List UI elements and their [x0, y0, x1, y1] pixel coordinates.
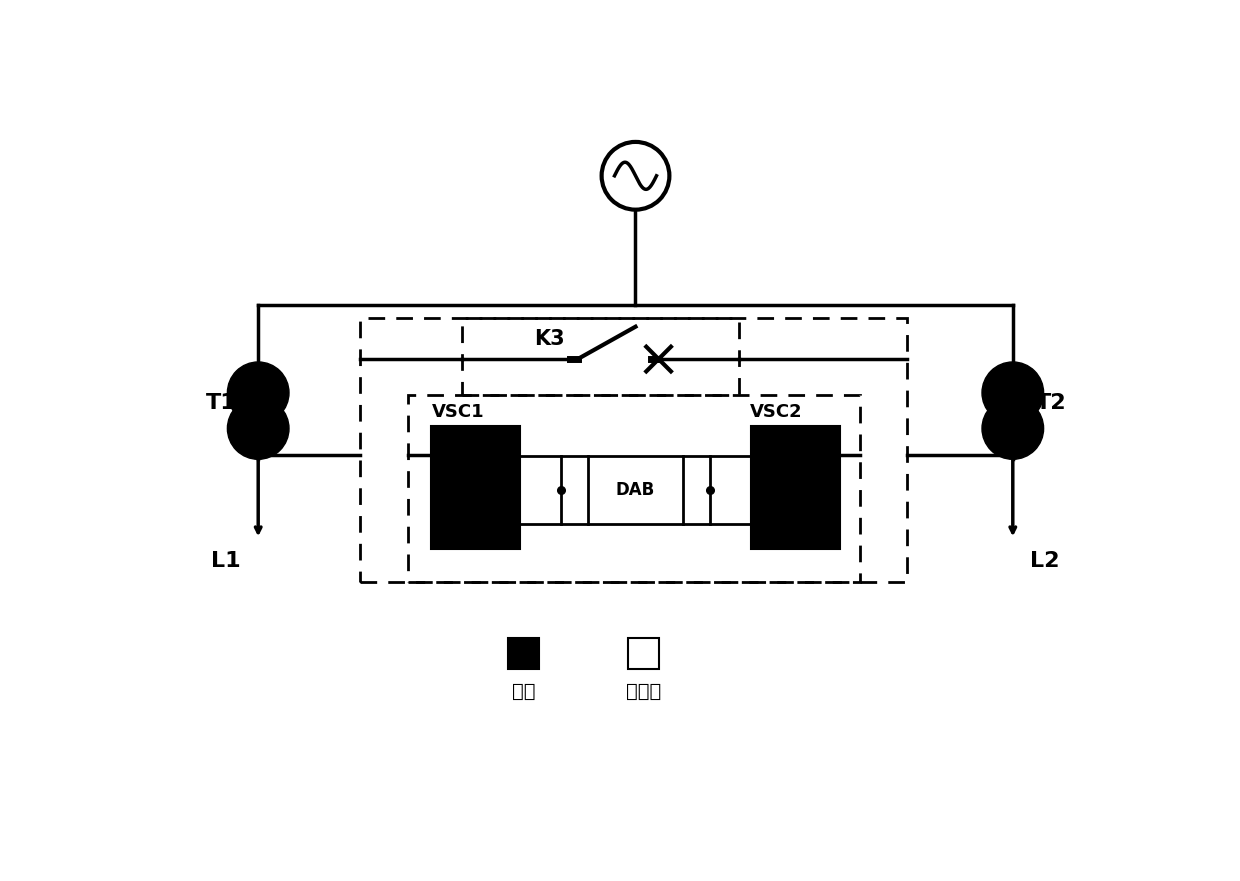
Bar: [627, 638, 658, 669]
Bar: [588, 456, 683, 524]
Circle shape: [982, 362, 1044, 424]
Circle shape: [227, 362, 289, 424]
Text: DAB: DAB: [616, 481, 655, 499]
Text: L1: L1: [211, 551, 241, 571]
Bar: [751, 426, 839, 549]
Text: T1: T1: [206, 393, 237, 413]
Text: T2: T2: [1035, 393, 1066, 413]
Circle shape: [227, 397, 289, 459]
Text: 不运行: 不运行: [625, 682, 661, 701]
Text: VSC1: VSC1: [433, 403, 485, 420]
Text: L2: L2: [1030, 551, 1060, 571]
Bar: [463, 318, 739, 396]
Text: 运行: 运行: [512, 682, 536, 701]
Bar: [508, 638, 539, 669]
Bar: [360, 318, 906, 582]
Text: VSC2: VSC2: [749, 403, 802, 420]
Text: K3: K3: [534, 329, 564, 349]
Circle shape: [982, 397, 1044, 459]
Bar: [408, 396, 861, 582]
Bar: [432, 426, 520, 549]
